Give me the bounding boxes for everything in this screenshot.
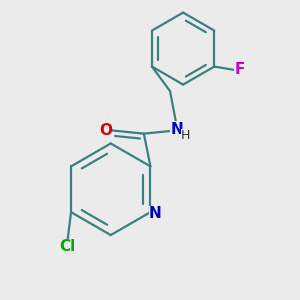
Text: N: N (170, 122, 183, 136)
Text: N: N (149, 206, 162, 221)
Text: O: O (99, 123, 112, 138)
Text: H: H (181, 129, 190, 142)
Text: F: F (235, 62, 245, 77)
Text: Cl: Cl (60, 239, 76, 254)
